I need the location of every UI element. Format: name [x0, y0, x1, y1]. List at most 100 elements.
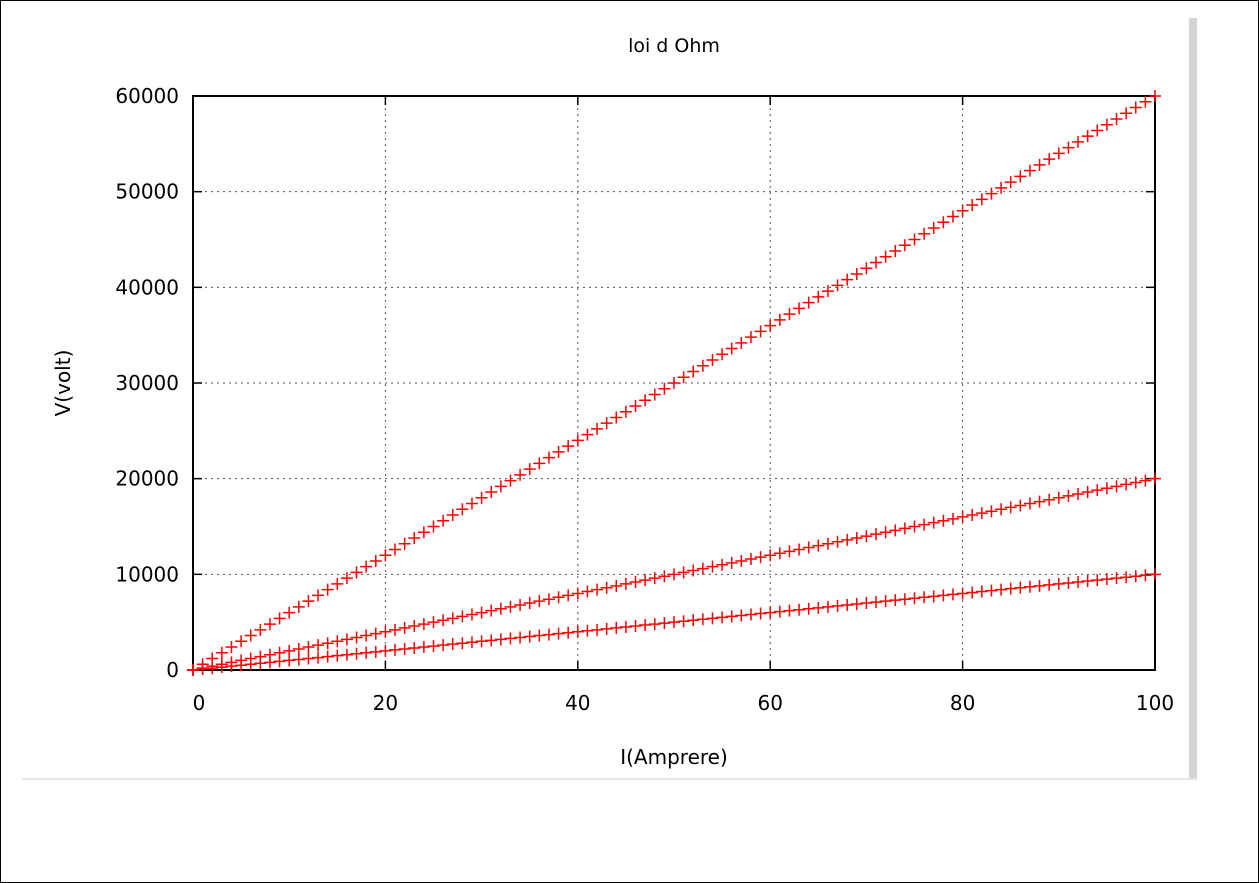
data-point [206, 662, 219, 675]
data-point [754, 551, 767, 564]
data-point [975, 193, 988, 206]
data-point [591, 623, 604, 636]
data-point [831, 599, 844, 612]
data-point [985, 584, 998, 597]
data-point [389, 643, 402, 656]
data-point [927, 222, 940, 235]
data-point [379, 644, 392, 657]
data-point [600, 622, 613, 635]
data-point [523, 463, 536, 476]
data-point [898, 239, 911, 252]
data-point [1149, 568, 1161, 581]
data-point [292, 653, 305, 666]
x-tick-label: 100 [1136, 691, 1174, 715]
data-point [408, 641, 421, 654]
data-point [1062, 489, 1075, 502]
data-point [465, 608, 478, 621]
data-point [648, 618, 661, 631]
data-point [639, 394, 652, 407]
data-point [427, 640, 440, 653]
data-point [619, 577, 632, 590]
data-point [610, 579, 623, 592]
data-point [735, 336, 748, 349]
data-point [860, 530, 873, 543]
x-tick-label: 0 [193, 691, 206, 715]
data-point [360, 629, 373, 642]
data-point [725, 556, 738, 569]
data-point [514, 468, 527, 481]
data-point [437, 614, 450, 627]
data-point [1033, 495, 1046, 508]
data-point [244, 629, 257, 642]
data-point [985, 505, 998, 518]
data-point [196, 663, 209, 676]
data-point [321, 637, 334, 650]
data-point [956, 204, 969, 217]
data-point [966, 586, 979, 599]
data-point [783, 604, 796, 617]
data-point [1110, 480, 1123, 493]
data-point [725, 610, 738, 623]
data-point [841, 598, 854, 611]
series-3 [187, 568, 1161, 676]
data-point [379, 625, 392, 638]
data-point [215, 661, 228, 674]
data-point [744, 608, 757, 621]
data-point [312, 639, 325, 652]
chart-title: loi d Ohm [628, 35, 720, 57]
data-point [225, 660, 238, 673]
data-point [542, 628, 555, 641]
data-point [542, 593, 555, 606]
data-point [273, 612, 286, 625]
x-tick-label: 40 [565, 691, 590, 715]
data-point [629, 575, 642, 588]
y-tick-label: 50000 [115, 180, 179, 204]
y-tick-label: 40000 [115, 275, 179, 299]
data-point [870, 528, 883, 541]
data-point [658, 617, 671, 630]
data-point [850, 267, 863, 280]
data-point [629, 399, 642, 412]
data-point [725, 342, 738, 355]
data-point [1033, 579, 1046, 592]
data-point [898, 593, 911, 606]
data-point [1014, 499, 1027, 512]
data-point [696, 359, 709, 372]
x-tick-label: 60 [757, 691, 782, 715]
data-point [908, 520, 921, 533]
data-point [860, 597, 873, 610]
axis-ticks: 0 20 40 60 80 100 0 10000 20000 30000 40000 50000 60… [115, 84, 1174, 715]
data-point [1014, 170, 1027, 183]
data-point [995, 583, 1008, 596]
data-point [417, 618, 430, 631]
data-point [773, 605, 786, 618]
data-point [985, 187, 998, 200]
data-point [754, 607, 767, 620]
data-point [302, 595, 315, 608]
data-point [408, 619, 421, 632]
x-tick-label: 80 [950, 691, 975, 715]
data-point [600, 581, 613, 594]
data-point [716, 611, 729, 624]
data-point [1023, 164, 1036, 177]
data-point [312, 589, 325, 602]
data-point [398, 621, 411, 634]
data-point [812, 290, 825, 303]
data-point [456, 610, 469, 623]
data-point [1004, 501, 1017, 514]
data-point [619, 405, 632, 418]
data-point [975, 507, 988, 520]
data-point [321, 583, 334, 596]
data-point [696, 613, 709, 626]
data-point [802, 296, 815, 309]
data-point [783, 308, 796, 321]
data-point [292, 642, 305, 655]
data-point [793, 603, 806, 616]
data-point [677, 371, 690, 384]
data-point [879, 250, 892, 263]
data-point [331, 577, 344, 590]
data-point [754, 325, 767, 338]
data-point [639, 619, 652, 632]
data-point [437, 639, 450, 652]
